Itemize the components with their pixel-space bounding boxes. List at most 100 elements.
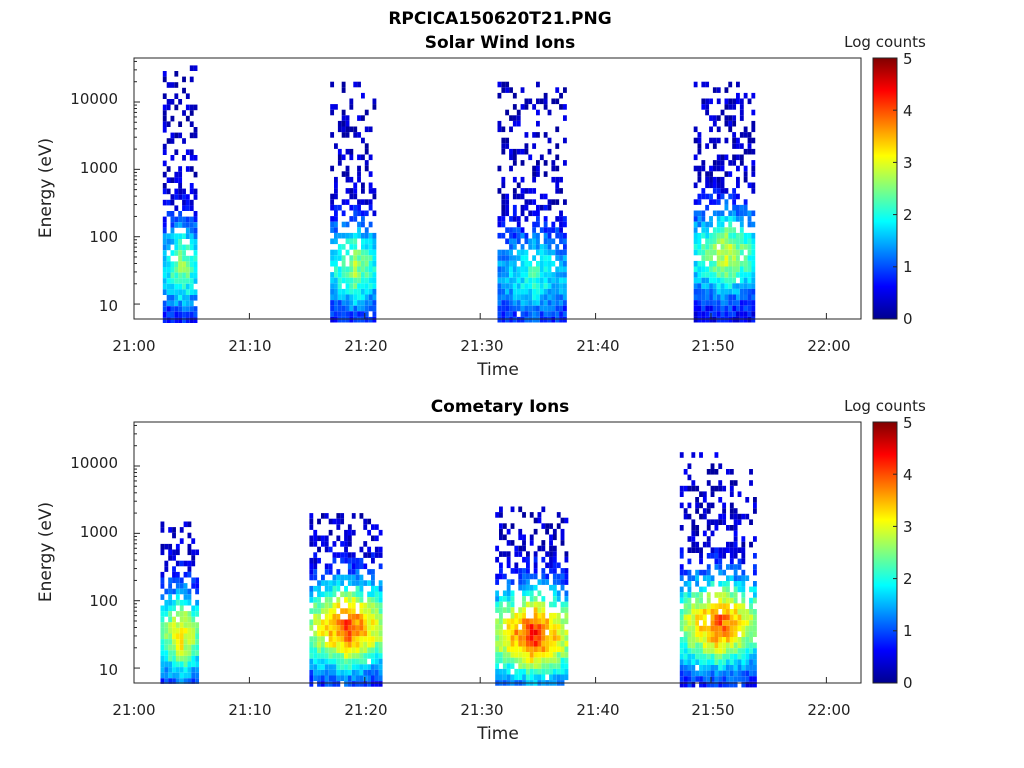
heatmap-cell xyxy=(697,221,702,228)
heatmap-cell xyxy=(697,277,702,284)
heatmap-cell xyxy=(499,601,503,608)
x-tick-label: 21:20 xyxy=(344,701,387,719)
heatmap-cell xyxy=(349,154,354,161)
heatmap-cell xyxy=(564,618,569,625)
heatmap-cell xyxy=(526,635,530,641)
heatmap-cell xyxy=(724,288,729,295)
heatmap-cell xyxy=(502,674,507,681)
heatmap-cell xyxy=(324,625,329,631)
heatmap-cell xyxy=(178,99,183,105)
heatmap-cell xyxy=(367,597,372,603)
heatmap-cell xyxy=(556,629,561,636)
heatmap-cell xyxy=(349,266,354,273)
heatmap-cell xyxy=(520,266,525,273)
heatmap-cell xyxy=(556,674,561,681)
heatmap-cell xyxy=(749,642,753,649)
heatmap-cell xyxy=(162,115,167,122)
heatmap-cell xyxy=(737,564,742,570)
heatmap-cell xyxy=(510,506,515,513)
heatmap-cell xyxy=(497,216,502,222)
heatmap-cell xyxy=(522,663,526,669)
heatmap-cell xyxy=(733,670,738,677)
heatmap-cell xyxy=(560,635,565,641)
heatmap-cell xyxy=(353,283,358,289)
heatmap-cell xyxy=(495,545,500,552)
heatmap-cell xyxy=(191,555,196,561)
heatmap-cell xyxy=(341,260,346,267)
heatmap-cell xyxy=(697,260,702,267)
y-tick-label: 100 xyxy=(89,592,118,610)
heatmap-cell xyxy=(720,109,725,116)
heatmap-cell xyxy=(334,272,338,278)
heatmap-cell xyxy=(697,294,702,301)
heatmap-cell xyxy=(509,244,513,250)
heatmap-cell xyxy=(732,272,737,278)
heatmap-cell xyxy=(182,255,186,262)
heatmap-cell xyxy=(518,640,523,647)
heatmap-cell xyxy=(499,624,503,630)
heatmap-cell xyxy=(172,627,176,634)
heatmap-cell xyxy=(564,674,569,681)
heatmap-cell xyxy=(741,665,746,671)
heatmap-cell xyxy=(712,143,717,149)
heatmap-cell xyxy=(747,132,752,138)
heatmap-cell xyxy=(182,194,186,200)
heatmap-cell xyxy=(536,277,540,284)
heatmap-cell xyxy=(364,255,369,261)
heatmap-cell xyxy=(328,625,333,631)
heatmap-cell xyxy=(309,641,314,648)
heatmap-cell xyxy=(541,618,546,625)
heatmap-cell xyxy=(178,177,183,183)
heatmap-cell xyxy=(683,469,688,475)
heatmap-cell xyxy=(182,216,186,223)
heatmap-cell xyxy=(533,517,538,524)
heatmap-cell xyxy=(529,596,534,602)
heatmap-cell xyxy=(499,528,503,535)
heatmap-cell xyxy=(551,98,556,105)
heatmap-cell xyxy=(191,616,196,623)
heatmap-cell xyxy=(189,261,194,267)
heatmap-cell xyxy=(710,581,715,587)
heatmap-cell xyxy=(695,569,700,576)
heatmap-cell xyxy=(353,216,358,222)
heatmap-cell xyxy=(187,644,192,651)
heatmap-cell xyxy=(528,98,533,105)
heatmap-cell xyxy=(532,311,537,317)
heatmap-cell xyxy=(364,210,369,217)
heatmap-cell xyxy=(536,165,540,172)
heatmap-cell xyxy=(522,579,526,585)
heatmap-cell xyxy=(743,311,748,317)
heatmap-cell xyxy=(361,216,365,222)
heatmap-cell xyxy=(716,87,721,93)
heatmap-cell xyxy=(709,165,713,172)
heatmap-cell xyxy=(683,581,688,587)
heatmap-cell xyxy=(722,670,727,677)
heatmap-cell xyxy=(741,597,746,604)
heatmap-cell xyxy=(359,669,364,676)
heatmap-cell xyxy=(555,244,560,250)
heatmap-cell xyxy=(747,244,752,250)
heatmap-cell xyxy=(699,659,703,665)
heatmap-cell xyxy=(705,311,710,317)
heatmap-cell xyxy=(533,601,538,608)
heatmap-cell xyxy=(351,658,356,665)
heatmap-cell xyxy=(313,569,318,575)
heatmap-cell xyxy=(679,642,684,649)
heatmap-cell xyxy=(166,211,171,217)
heatmap-cell xyxy=(374,546,379,553)
heatmap-cell xyxy=(743,148,748,155)
heatmap-cell xyxy=(162,171,167,178)
heatmap-cell xyxy=(552,590,557,597)
heatmap-cell xyxy=(732,277,737,284)
heatmap-cell xyxy=(695,637,700,643)
heatmap-cell xyxy=(526,568,530,574)
x-tick-label: 21:30 xyxy=(460,701,503,719)
heatmap-cell xyxy=(736,300,740,306)
heatmap-cell xyxy=(341,120,346,127)
heatmap-cell xyxy=(347,541,352,547)
heatmap-cell xyxy=(722,653,727,660)
heatmap-cell xyxy=(363,625,368,631)
heatmap-cell xyxy=(361,221,365,228)
heatmap-cell xyxy=(683,642,688,649)
heatmap-cell xyxy=(372,238,377,245)
